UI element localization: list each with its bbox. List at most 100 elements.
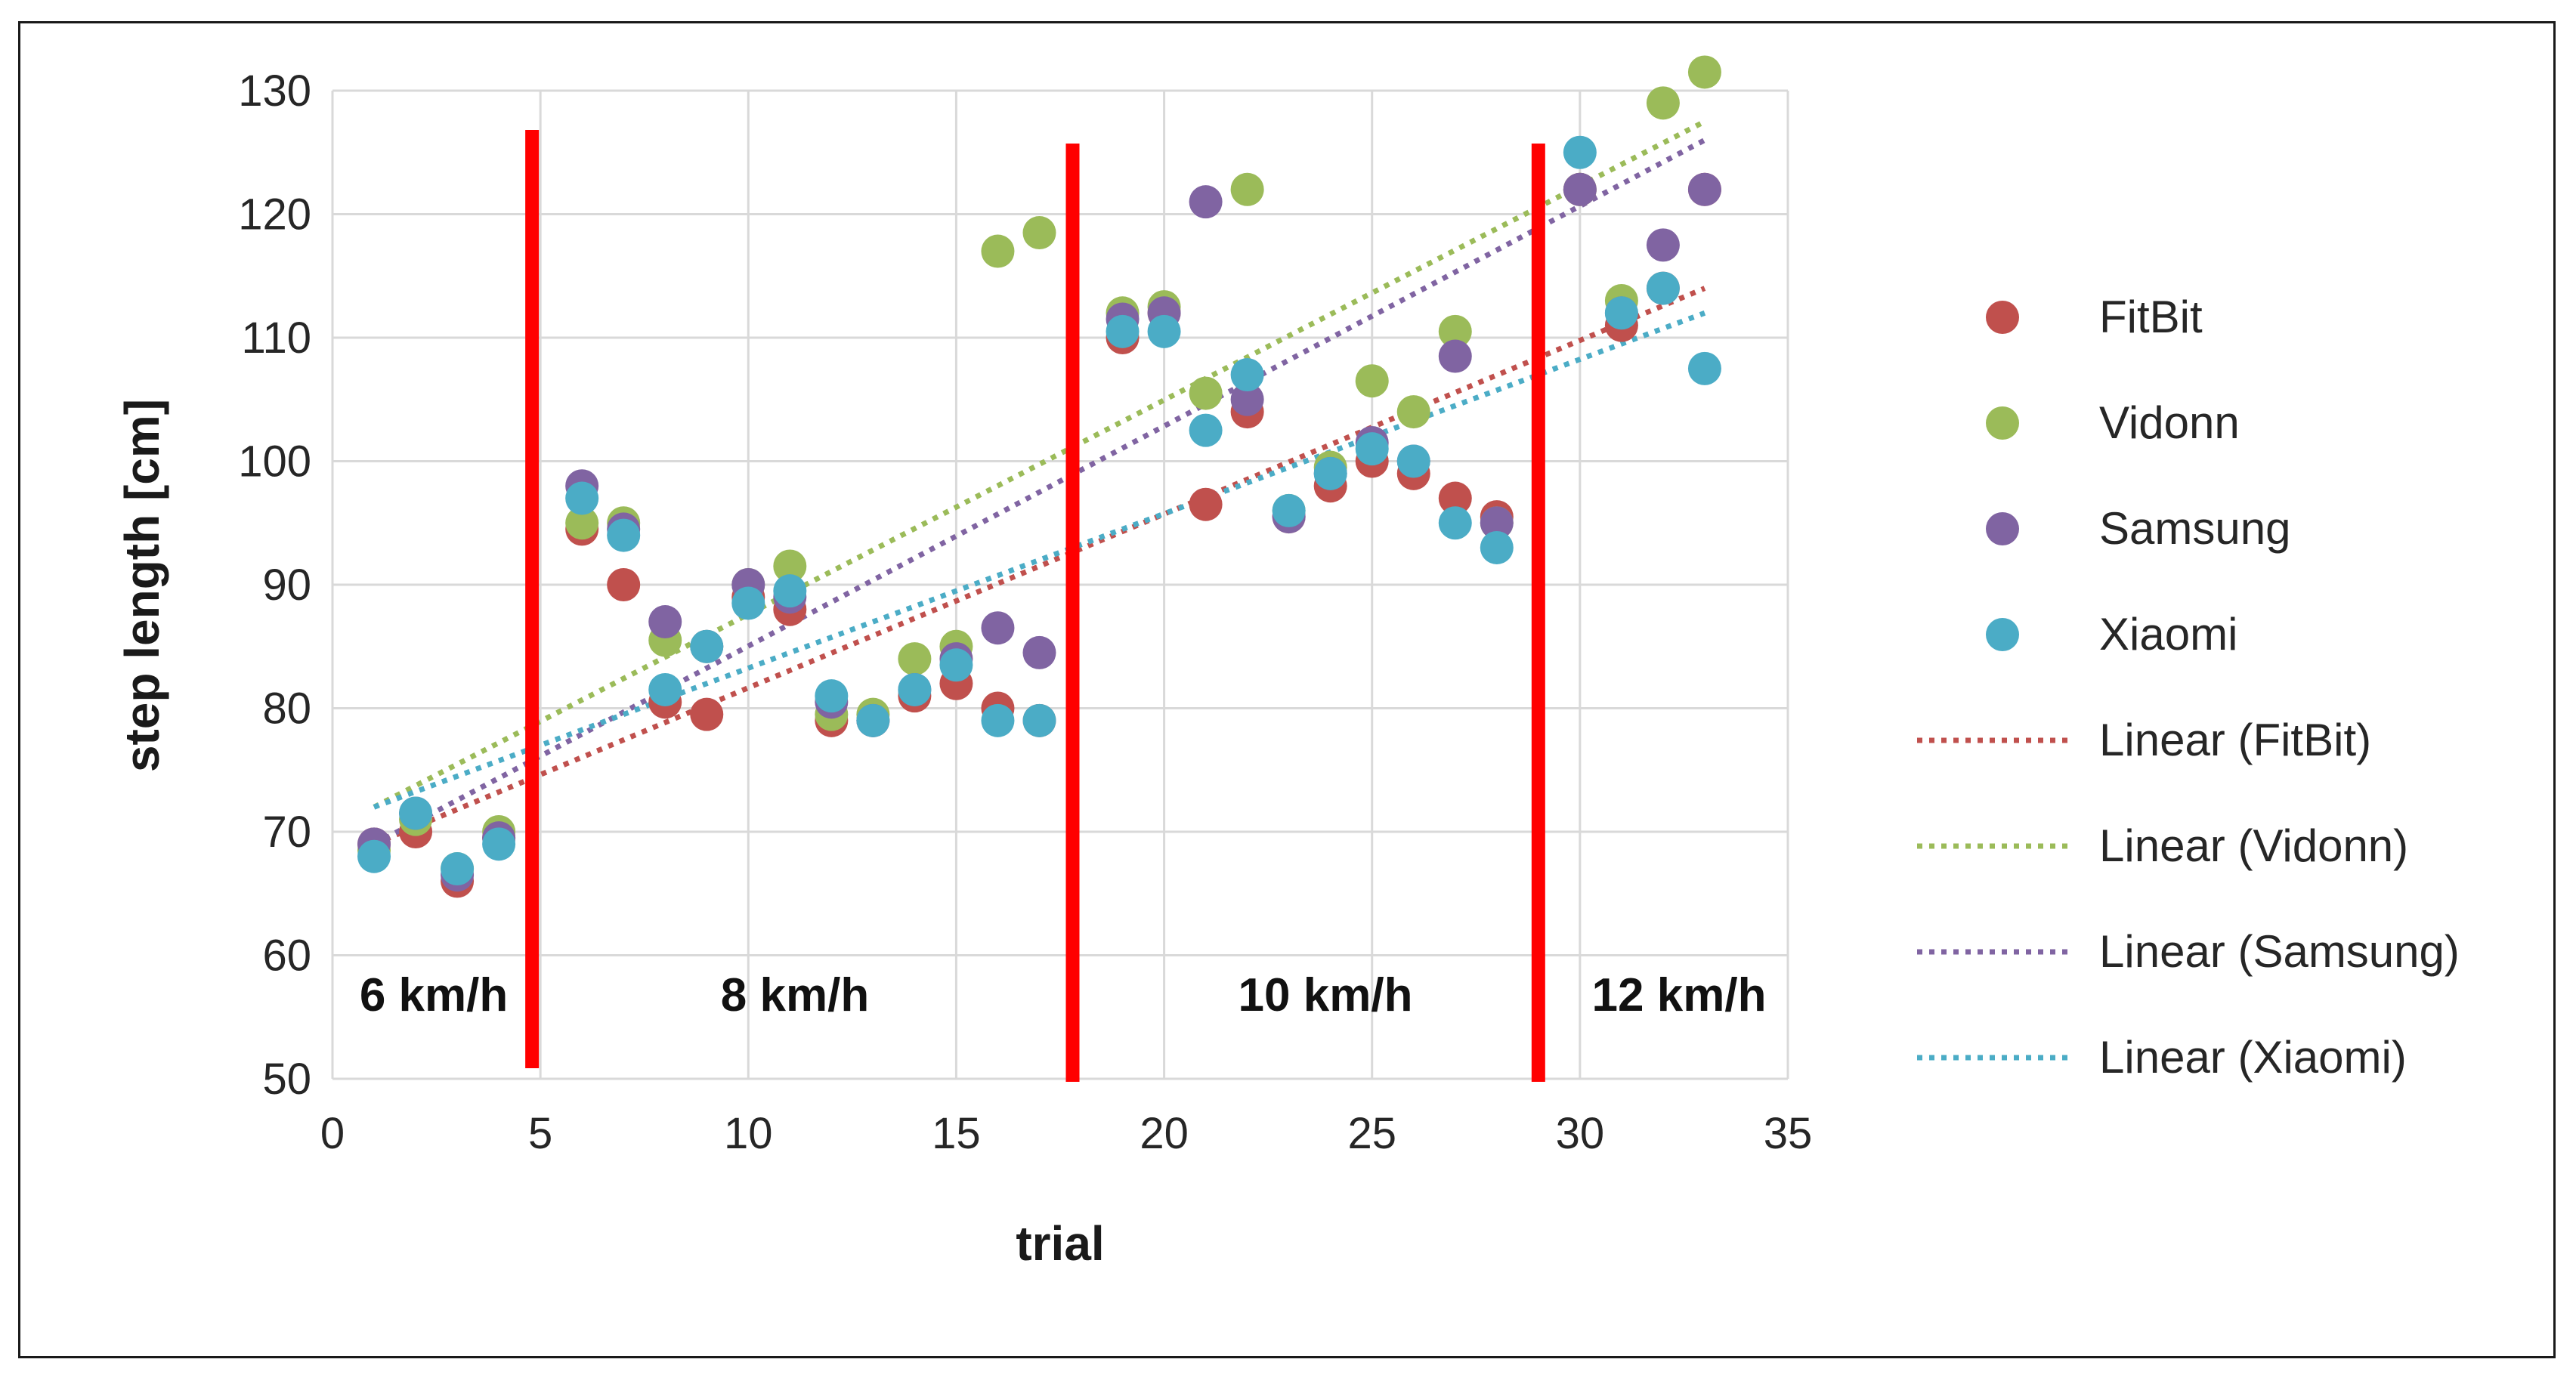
point-vidonn [565, 506, 599, 540]
point-xiaomi [1687, 351, 1721, 385]
point-samsung [1438, 339, 1472, 373]
speed-zone-label: 10 km/h [1239, 969, 1413, 1021]
tick-labels: 50 60 70 80 90 100 110 120 130 0 5 10 15 20 25 30 35 [238, 66, 1812, 1158]
point-samsung [1646, 228, 1680, 262]
x-tick-label: 5 [528, 1109, 552, 1158]
trendline-linear-samsung [373, 137, 1706, 847]
point-samsung [1230, 382, 1264, 416]
point-xiaomi [981, 703, 1015, 737]
point-fitbit [1438, 481, 1472, 515]
legend-label-samsung: Samsung [2099, 503, 2290, 554]
point-xiaomi [1147, 314, 1181, 348]
speed-zone-labels: 6 km/h 8 km/h 10 km/h 12 km/h [360, 969, 1767, 1021]
point-xiaomi [482, 827, 516, 861]
point-xiaomi [1604, 296, 1638, 330]
point-fitbit [607, 568, 641, 601]
y-tick-label: 110 [242, 314, 311, 363]
x-axis-title: trial [1016, 1216, 1104, 1271]
point-xiaomi [607, 518, 641, 552]
trendlines [373, 119, 1706, 847]
point-xiaomi [731, 586, 765, 620]
speed-zone-label: 6 km/h [360, 969, 508, 1021]
point-xiaomi [1313, 456, 1347, 490]
point-vidonn [1355, 364, 1389, 398]
point-vidonn [981, 234, 1015, 268]
speed-zone-label: 8 km/h [721, 969, 869, 1021]
speed-zone-label: 12 km/h [1592, 969, 1767, 1021]
point-xiaomi [1396, 444, 1430, 478]
point-xiaomi [441, 852, 475, 886]
point-xiaomi [1189, 413, 1223, 447]
y-tick-label: 100 [238, 437, 311, 487]
point-xiaomi [815, 679, 849, 713]
point-vidonn [773, 549, 807, 583]
y-tick-label: 90 [262, 561, 311, 610]
speed-separators [525, 130, 1545, 1082]
point-samsung [1189, 185, 1223, 219]
legend-marker-fitbit [1986, 301, 2019, 334]
y-axis-title: step length [cm] [115, 399, 169, 772]
point-xiaomi [898, 672, 932, 706]
point-vidonn [898, 642, 932, 676]
speed-separator-line [1065, 144, 1080, 1082]
legend-trend-label: Linear (Xiaomi) [2099, 1032, 2407, 1083]
point-vidonn [1230, 172, 1264, 206]
point-vidonn [1646, 86, 1680, 120]
point-xiaomi [1230, 358, 1264, 392]
legend-marker-samsung [1986, 512, 2019, 545]
legend-trend-label: Linear (FitBit) [2099, 715, 2371, 765]
point-vidonn [1396, 395, 1430, 429]
point-fitbit [690, 697, 724, 731]
y-tick-label: 70 [262, 808, 311, 857]
legend-marker-xiaomi [1986, 618, 2019, 651]
trendline-linear-vidonn [373, 119, 1706, 810]
point-xiaomi [1022, 703, 1056, 737]
point-xiaomi [357, 839, 391, 873]
y-tick-label: 120 [238, 190, 311, 239]
legend-marker-vidonn [1986, 406, 2019, 440]
legend-label-fitbit: FitBit [2099, 292, 2203, 342]
x-tick-label: 20 [1140, 1109, 1189, 1158]
point-xiaomi [1355, 432, 1389, 466]
point-vidonn [1022, 216, 1056, 250]
x-tick-label: 0 [320, 1109, 345, 1158]
point-xiaomi [939, 648, 973, 682]
point-xiaomi [648, 672, 682, 706]
x-tick-label: 30 [1556, 1109, 1605, 1158]
point-xiaomi [1480, 530, 1514, 564]
x-tick-label: 35 [1764, 1109, 1813, 1158]
x-tick-label: 15 [932, 1109, 981, 1158]
y-tick-label: 80 [262, 684, 311, 734]
data-points [357, 55, 1721, 898]
x-tick-label: 25 [1347, 1109, 1396, 1158]
point-xiaomi [1646, 271, 1680, 305]
gridlines [331, 89, 1789, 1080]
y-tick-label: 60 [262, 931, 311, 981]
legend-trend-label: Linear (Vidonn) [2099, 820, 2408, 871]
point-samsung [1563, 172, 1597, 206]
point-xiaomi [773, 574, 807, 608]
y-tick-label: 50 [262, 1055, 311, 1104]
point-samsung [1687, 172, 1721, 206]
point-xiaomi [1106, 314, 1140, 348]
point-xiaomi [399, 796, 433, 830]
point-vidonn [1189, 376, 1223, 410]
point-samsung [1480, 506, 1514, 540]
point-xiaomi [1438, 506, 1472, 540]
legend-trend-label: Linear (Samsung) [2099, 926, 2460, 977]
chart-frame [18, 21, 2556, 1358]
point-fitbit [1189, 487, 1223, 521]
speed-separator-line [525, 130, 540, 1068]
point-xiaomi [856, 703, 890, 737]
legend: FitBit Vidonn Samsung Xiaomi Linear (FitBit)… [1917, 292, 2460, 1083]
point-vidonn [1438, 314, 1472, 348]
point-xiaomi [565, 481, 599, 515]
speed-separator-line [1531, 144, 1545, 1082]
legend-label-vidonn: Vidonn [2099, 397, 2240, 448]
point-xiaomi [1272, 493, 1306, 527]
point-samsung [981, 611, 1015, 645]
y-tick-label: 130 [238, 66, 311, 116]
trendline-linear-fitbit [373, 286, 1706, 847]
point-samsung [1022, 635, 1056, 669]
